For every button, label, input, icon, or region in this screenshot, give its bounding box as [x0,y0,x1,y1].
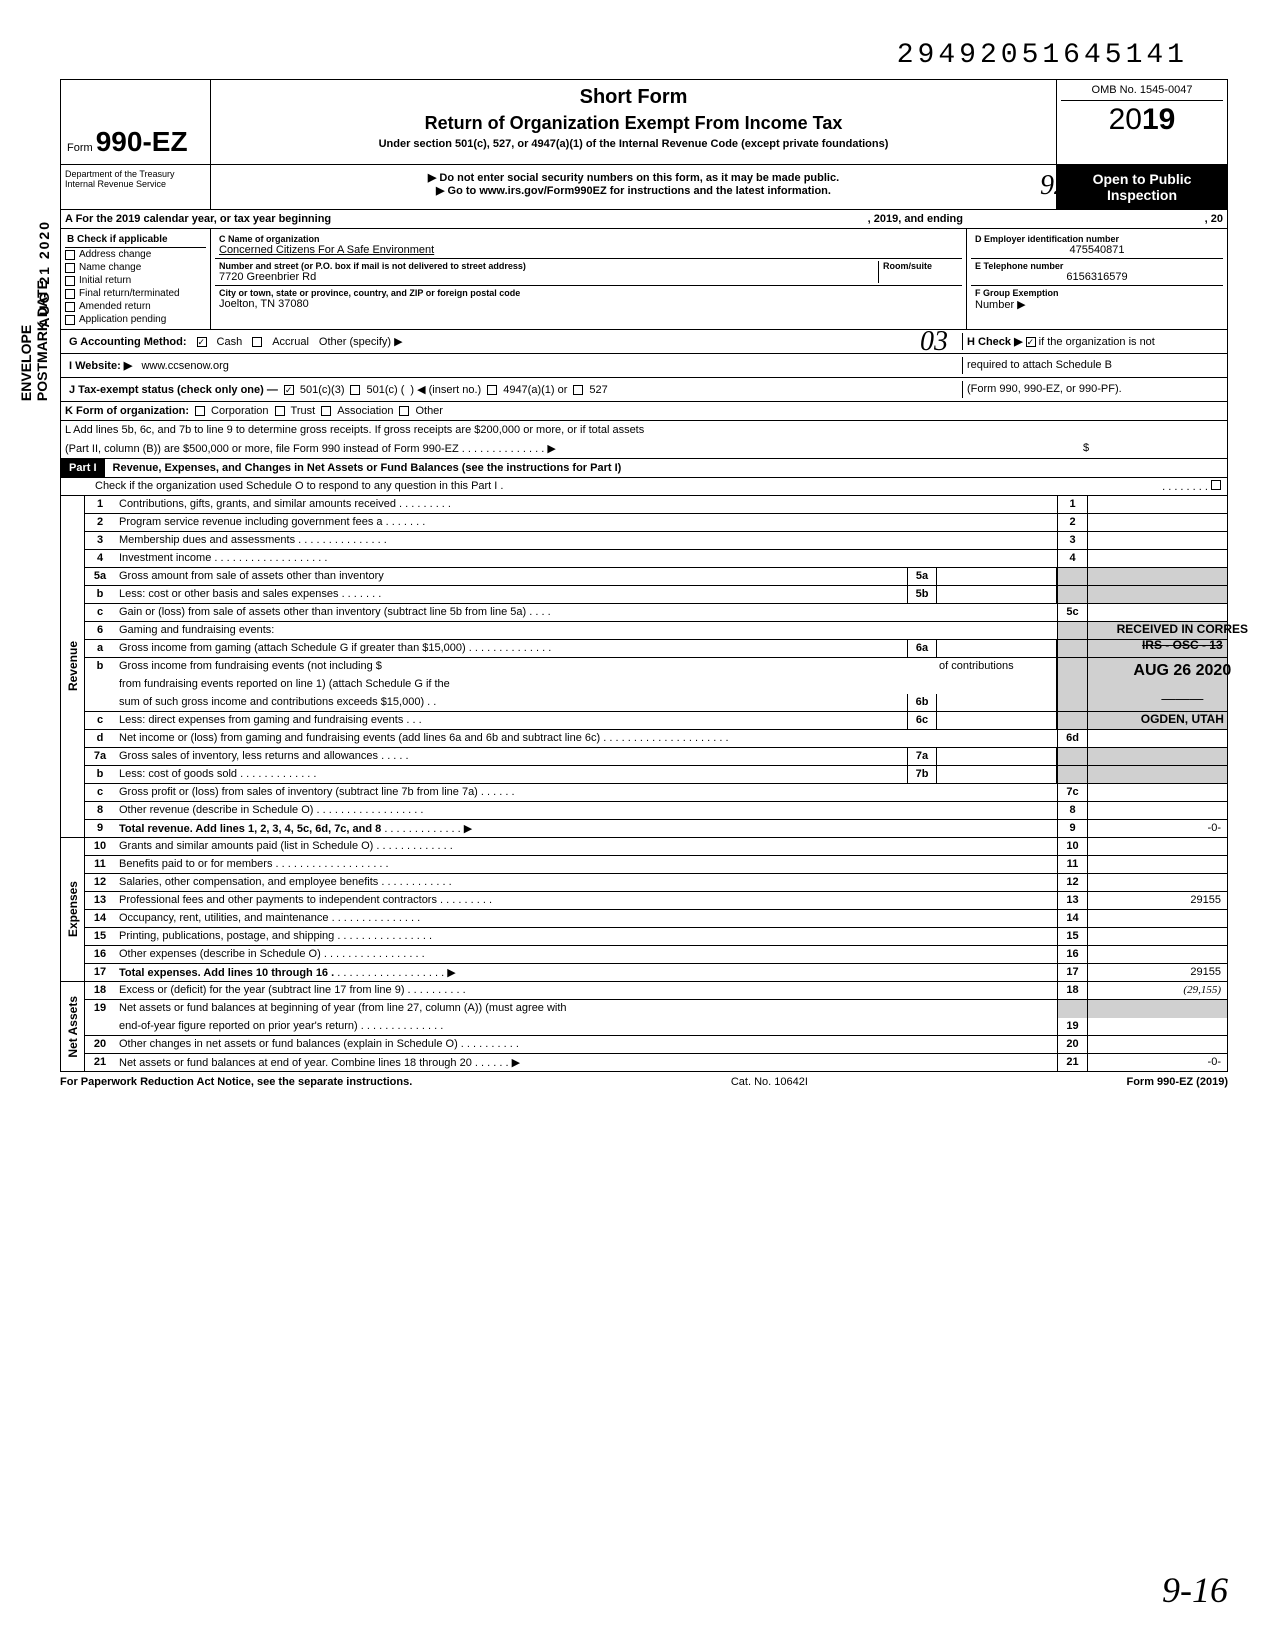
handwritten-03: 03 [920,326,948,358]
omb-number: OMB No. 1545-0047 [1061,84,1223,101]
org-name: Concerned Citizens For A Safe Environmen… [219,244,958,256]
public-inspection: Open to Public Inspection [1057,165,1227,209]
revenue-tab: Revenue [66,641,80,691]
group-exemption: Number ▶ [975,298,1219,311]
501c3-checkbox[interactable] [284,385,294,395]
row-a-tax-year: A For the 2019 calendar year, or tax yea… [60,210,1228,229]
line-18-amount: (29,155) [1087,982,1227,999]
section-b-checklist: B Check if applicable Address change Nam… [61,229,211,329]
handwritten-916: 9-16 [1162,1569,1228,1611]
ein: 475540871 [975,244,1219,256]
ssn-warning: ▶ Do not enter social security numbers o… [217,171,1050,184]
amended-return-checkbox[interactable] [65,302,75,312]
revenue-section: Revenue 1Contributions, gifts, grants, a… [60,496,1228,838]
return-title: Return of Organization Exempt From Incom… [223,113,1044,134]
row-l-gross-receipts: L Add lines 5b, 6c, and 7b to line 9 to … [60,421,1228,459]
form-prefix: Form [67,142,93,154]
org-city: Joelton, TN 37080 [219,298,958,310]
assoc-checkbox[interactable] [321,406,331,416]
corp-checkbox[interactable] [195,406,205,416]
other-org-checkbox[interactable] [399,406,409,416]
527-checkbox[interactable] [573,385,583,395]
website: www.ccsenow.org [141,360,228,372]
application-pending-checkbox[interactable] [65,315,75,325]
form-header: Form 990-EZ Short Form Return of Organiz… [60,79,1228,165]
initial-return-checkbox[interactable] [65,276,75,286]
row-k-form-org: K Form of organization: Corporation Trus… [60,402,1228,421]
4947-checkbox[interactable] [487,385,497,395]
form-number: 990-EZ [96,126,188,157]
right-info-col: D Employer identification number 4755408… [967,229,1227,329]
name-change-checkbox[interactable] [65,263,75,273]
page-footer: For Paperwork Reduction Act Notice, see … [60,1072,1228,1092]
accrual-checkbox[interactable] [252,337,262,347]
short-form-title: Short Form [223,86,1044,109]
section-c-org: C Name of organization Concerned Citizen… [211,229,967,329]
part-1-schedule-o-check: Check if the organization used Schedule … [60,478,1228,496]
cash-checkbox[interactable] [197,337,207,347]
schedule-o-checkbox[interactable] [1211,480,1221,490]
handwritten-92: 92 [1040,170,1068,202]
document-id: 29492051645141 [60,40,1228,71]
address-change-checkbox[interactable] [65,250,75,260]
schedule-b-checkbox[interactable] [1026,337,1036,347]
net-assets-tab: Net Assets [66,996,80,1058]
form-year: 2019 [1061,103,1223,137]
row-j-tax-status: J Tax-exempt status (check only one) — 5… [60,378,1228,402]
org-street: 7720 Greenbrier Rd [219,271,878,283]
line-21-amount: -0- [1087,1054,1227,1071]
501c-checkbox[interactable] [350,385,360,395]
expenses-tab: Expenses [66,881,80,937]
final-return-checkbox[interactable] [65,289,75,299]
part-1-header: Part I Revenue, Expenses, and Changes in… [60,459,1228,478]
trust-checkbox[interactable] [275,406,285,416]
line-17-amount: 29155 [1087,964,1227,981]
line-13-amount: 29155 [1087,892,1227,909]
row-i-website: I Website: ▶ www.ccsenow.org required to… [60,354,1228,378]
org-info-block: B Check if applicable Address change Nam… [60,229,1228,330]
line-9-amount: -0- [1087,820,1227,837]
return-subtitle: Under section 501(c), 527, or 4947(a)(1)… [223,138,1044,150]
row-g-accounting: G Accounting Method: Cash Accrual Other … [60,330,1228,354]
dept-treasury: Department of the Treasury Internal Reve… [61,165,211,209]
expenses-section: Expenses 10Grants and similar amounts pa… [60,838,1228,982]
url-instruction: ▶ Go to www.irs.gov/Form990EZ for instru… [217,184,1050,197]
received-stamp: RECEIVED IN CORRES IRS - OSC - 13 AUG 26… [1117,620,1248,728]
net-assets-section: Net Assets 18Excess or (deficit) for the… [60,982,1228,1072]
phone: 6156316579 [975,271,1219,283]
postmark-date-stamp: AUG 21 2020 [36,220,52,328]
